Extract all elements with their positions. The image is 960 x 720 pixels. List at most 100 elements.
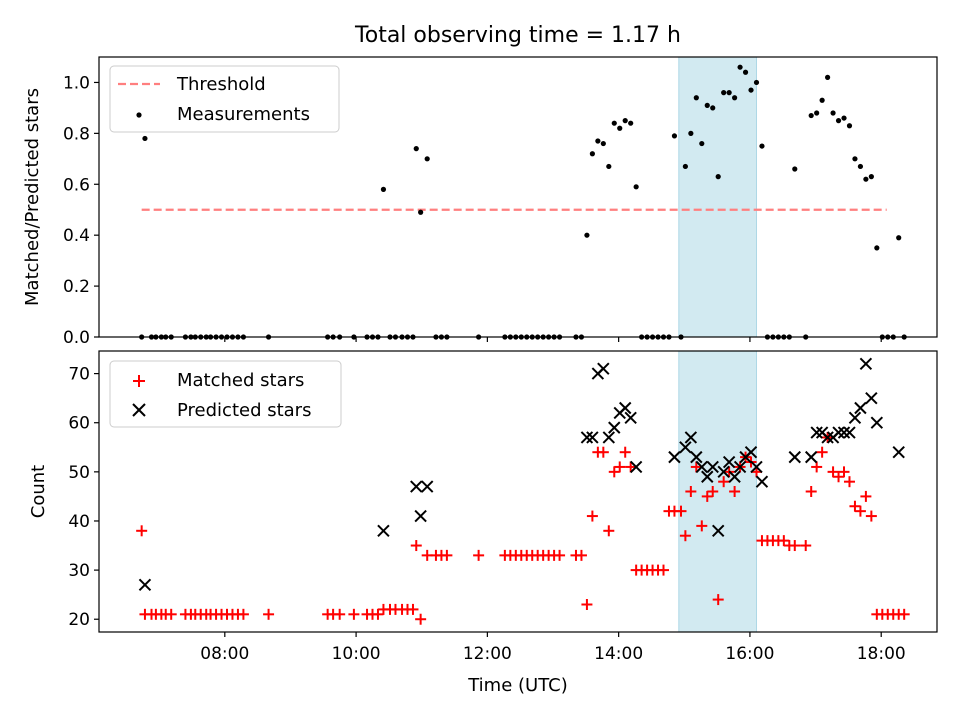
top-axes-frame bbox=[98, 56, 938, 338]
y-tick-label: 70 bbox=[68, 365, 90, 385]
predicted-stars-point bbox=[859, 357, 873, 370]
measurement-point bbox=[814, 110, 820, 116]
measurement-point bbox=[759, 143, 765, 149]
matched-stars-point bbox=[415, 613, 427, 625]
matched-stars-point bbox=[675, 505, 687, 517]
matched-stars-point bbox=[718, 476, 730, 488]
predicted-stars-point bbox=[865, 391, 878, 405]
measurement-point bbox=[688, 130, 694, 136]
bottom-y-axis-label: Count bbox=[28, 465, 49, 518]
y-tick-label: 0.4 bbox=[63, 226, 90, 246]
matched-stars-point bbox=[685, 486, 697, 497]
top-y-ticks: 0.0 0.2 0.4 0.6 0.8 1.0 bbox=[63, 73, 99, 348]
measurement-point bbox=[835, 118, 842, 124]
matched-stars-point bbox=[898, 608, 910, 620]
measurement-point bbox=[874, 245, 880, 251]
measurement-point bbox=[704, 102, 710, 108]
predicted-stars-point bbox=[755, 475, 769, 488]
matched-stars-point bbox=[441, 549, 453, 561]
measurement-point bbox=[584, 232, 590, 238]
y-tick-label: 0.2 bbox=[63, 277, 90, 297]
matched-stars-point bbox=[833, 471, 845, 483]
matched-stars-point bbox=[854, 505, 866, 517]
y-tick-label: 20 bbox=[68, 610, 90, 630]
measurement-point bbox=[380, 186, 387, 192]
measurement-point bbox=[841, 115, 847, 121]
predicted-stars-point bbox=[837, 426, 851, 439]
y-tick-label: 0.8 bbox=[63, 124, 90, 144]
legend-measurements-label: Measurements bbox=[177, 104, 310, 125]
matched-stars-point bbox=[843, 476, 855, 488]
predicted-stars-point bbox=[788, 450, 801, 464]
predicted-stars-point bbox=[377, 524, 390, 538]
y-tick-label: 30 bbox=[68, 561, 90, 581]
predicted-stars-point bbox=[728, 470, 741, 483]
matched-stars-point bbox=[597, 446, 609, 458]
predicted-stars-point bbox=[843, 426, 856, 439]
matched-stars-point bbox=[865, 510, 877, 522]
measurement-point bbox=[611, 120, 617, 126]
matched-stars-point bbox=[410, 540, 422, 552]
matched-stars-point bbox=[165, 608, 177, 620]
bottom-legend: Matched stars Predicted stars bbox=[109, 360, 342, 428]
top-x-ticks bbox=[224, 337, 882, 342]
measurement-point bbox=[846, 123, 853, 129]
measurement-point bbox=[715, 174, 721, 180]
y-tick-label: 50 bbox=[68, 463, 90, 483]
matched-stars-point bbox=[575, 549, 587, 561]
matched-stars-point bbox=[849, 500, 861, 512]
matched-stars-point bbox=[789, 540, 801, 552]
measurement-point bbox=[726, 90, 732, 96]
measurement-point bbox=[595, 138, 601, 144]
matched-stars-point bbox=[581, 598, 593, 610]
predicted-stars-point bbox=[410, 480, 423, 493]
observing-window-top bbox=[678, 56, 757, 338]
predicted-stars-point bbox=[695, 460, 708, 474]
x-axis-label: Time (UTC) bbox=[467, 675, 568, 696]
predicted-stars-point bbox=[722, 455, 736, 469]
matched-stars-point bbox=[707, 486, 719, 497]
measurement-point bbox=[896, 235, 902, 241]
measurement-point bbox=[628, 120, 634, 126]
matched-stars-point bbox=[827, 466, 839, 478]
measurement-point bbox=[732, 95, 738, 101]
predicted-stars-point bbox=[870, 416, 884, 429]
legend-matched-label: Matched stars bbox=[177, 370, 304, 391]
predicted-stars-point bbox=[602, 431, 616, 444]
measurement-point bbox=[863, 176, 869, 182]
matched-stars-point bbox=[701, 490, 713, 502]
matched-stars-point bbox=[554, 549, 566, 561]
top-legend: Threshold Measurements bbox=[109, 65, 340, 133]
x-tick-label: 18:00 bbox=[857, 644, 906, 664]
predicted-stars-point bbox=[624, 411, 637, 425]
measurement-point bbox=[682, 163, 688, 170]
matched-stars-point bbox=[690, 461, 702, 473]
matched-stars-point bbox=[838, 466, 850, 478]
matched-stars-point bbox=[800, 540, 812, 552]
predicted-stars-point bbox=[706, 460, 719, 474]
measurement-point bbox=[808, 112, 814, 119]
matched-stars-point bbox=[136, 525, 148, 537]
measurement-point bbox=[617, 125, 623, 131]
measurement-point bbox=[721, 90, 727, 96]
x-tick-label: 10:00 bbox=[332, 644, 381, 664]
measurement-point bbox=[699, 140, 705, 147]
predicted-stars-point bbox=[690, 450, 703, 464]
matched-stars-point bbox=[729, 486, 741, 497]
legend-measurements-swatch bbox=[136, 112, 142, 118]
y-tick-label: 1.0 bbox=[63, 73, 90, 93]
measurement-point bbox=[819, 97, 825, 103]
measurement-point bbox=[825, 74, 831, 80]
matched-stars-point bbox=[263, 608, 275, 620]
matched-stars-point bbox=[372, 608, 384, 620]
predicted-stars-point bbox=[832, 426, 845, 439]
predicted-stars-point bbox=[586, 431, 599, 444]
measurement-point bbox=[633, 184, 639, 190]
predicted-stars-point bbox=[679, 441, 692, 454]
top-panel: 0.0 0.2 0.4 0.6 0.8 1.0 Matched/Predicted sta… bbox=[22, 56, 938, 348]
predicted-stars-point bbox=[717, 465, 730, 479]
y-tick-label: 60 bbox=[68, 414, 90, 434]
measurement-point bbox=[748, 87, 754, 93]
x-tick-label: 08:00 bbox=[200, 644, 249, 664]
